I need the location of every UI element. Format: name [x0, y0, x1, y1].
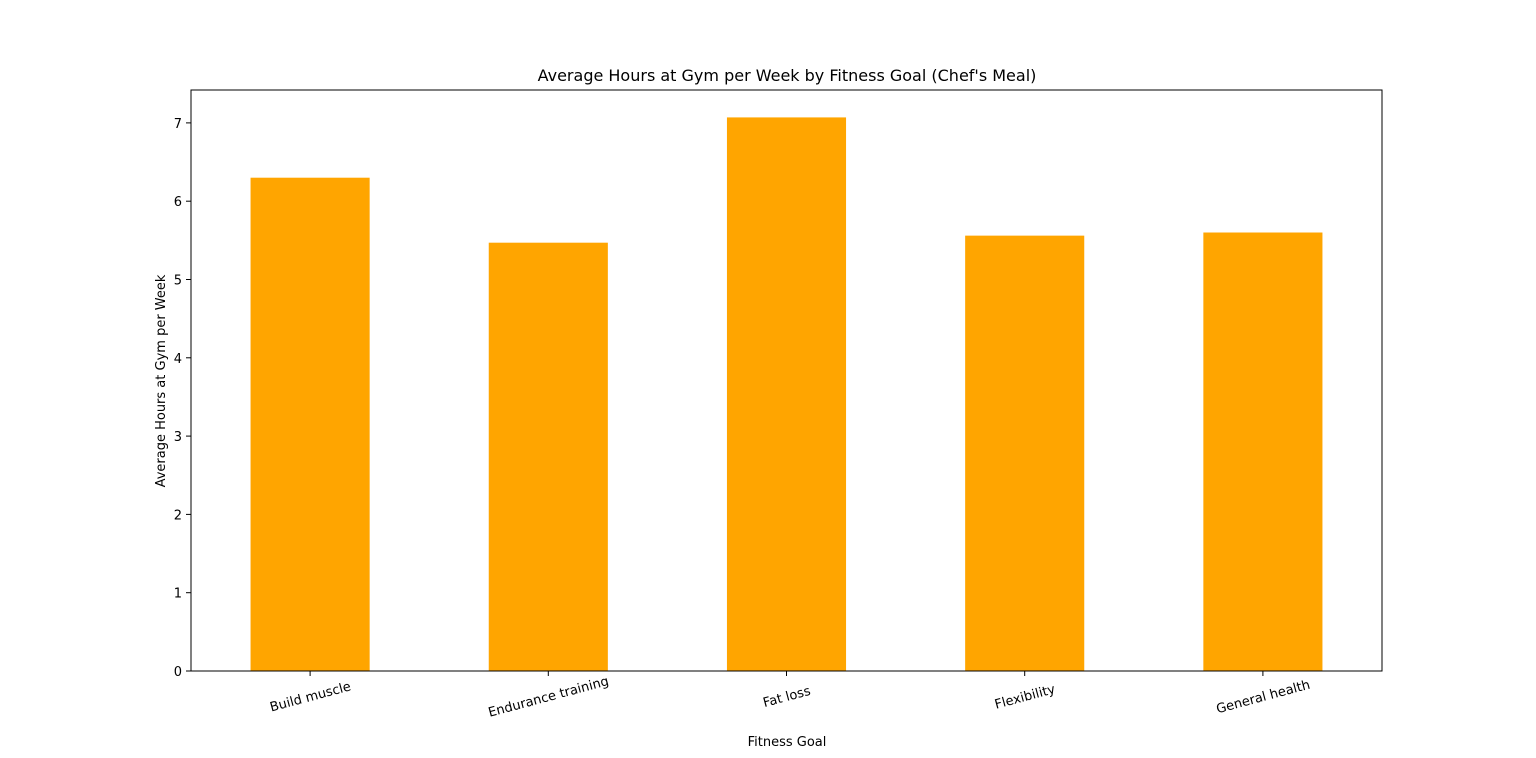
bar-flexibility: [965, 235, 1085, 671]
bars-layer: [250, 117, 1323, 672]
x-axis: Build muscle Endurance training Fat loss Fl…: [268, 671, 1312, 721]
bar-build-muscle: [250, 177, 370, 671]
x-axis-label: Fitness Goal: [748, 735, 827, 750]
x-tick-label: Endurance training: [487, 674, 611, 721]
y-axis-label: Average Hours at Gym per Week: [154, 274, 169, 487]
x-tick-label: Flexibility: [993, 682, 1057, 713]
x-tick-label: General health: [1215, 678, 1312, 717]
bar-fat-loss: [726, 117, 847, 672]
y-tick-label: 3: [174, 430, 182, 445]
bar-endurance-training: [488, 242, 608, 672]
y-tick-label: 1: [174, 587, 182, 602]
y-tick-label: 7: [174, 117, 182, 132]
x-tick-label: Fat loss: [761, 684, 812, 711]
chart-title: Average Hours at Gym per Week by Fitness…: [538, 66, 1037, 85]
y-tick-label: 2: [174, 508, 182, 523]
y-tick-label: 6: [174, 195, 182, 210]
y-tick-label: 0: [174, 665, 182, 680]
y-axis: 0 1 2 3 4 5 6 7: [174, 117, 191, 680]
y-tick-label: 5: [174, 273, 182, 288]
x-tick-label: Build muscle: [268, 679, 352, 715]
y-tick-label: 4: [174, 352, 182, 367]
bar-general-health: [1203, 232, 1323, 671]
